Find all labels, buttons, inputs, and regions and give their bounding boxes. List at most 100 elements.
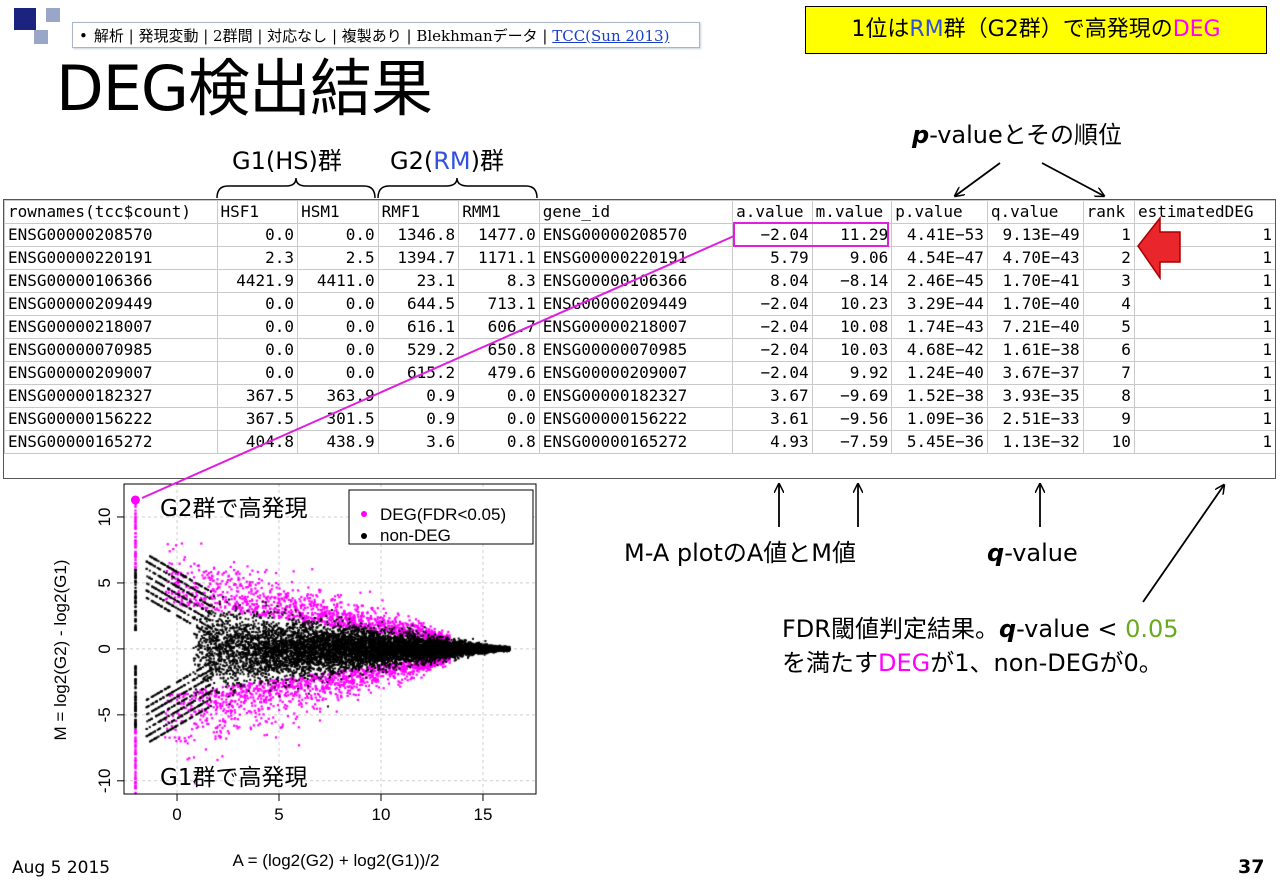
table-cell: 4.54E−47 <box>891 246 988 270</box>
y-tick-label: 0 <box>95 644 114 653</box>
plot-axes: 0 5 10 15 -10 -5 0 5 10 <box>95 508 492 824</box>
table-cell: 1 <box>1133 361 1277 385</box>
table-cell: 367.5 <box>216 407 299 431</box>
table-row: ENSG00000220191 2.3 2.5 1394.7 1171.1 ENSG000… <box>4 246 1277 270</box>
table-cell: 1 <box>1082 223 1135 247</box>
callout-text: 群（G2群）で高発現の <box>943 17 1173 42</box>
table-body: ENSG00000208570 0.0 0.0 1346.8 1477.0 ENSG000… <box>4 223 1277 454</box>
table-cell: 1346.8 <box>377 223 460 247</box>
fdr-threshold: 0.05 <box>1125 615 1179 643</box>
ma-value-label: M-A plotのA値とM値 <box>624 539 857 567</box>
table-cell: 3.61 <box>732 407 813 431</box>
x-axis-label: A = (log2(G2) + log2(G1))/2 <box>233 851 440 870</box>
table-cell: 0.0 <box>216 315 299 339</box>
breadcrumb: • 解析 | 発現変動 | 2群間 | 対応なし | 複製あり | Blekhma… <box>72 22 700 48</box>
legend-box <box>348 489 534 545</box>
ma-plot: 0 5 10 15 -10 -5 0 5 10 DEG(FDR<0.05) non-DEG G2… <box>0 478 560 886</box>
table-cell: 0.0 <box>297 315 379 339</box>
table-cell: ENSG00000165272 <box>538 430 734 454</box>
table-cell: ENSG00000106366 <box>4 269 218 293</box>
table-header-row: rownames(tcc$count) HSF1 HSM1 RMF1 RMM1 gene_… <box>4 200 1277 224</box>
table-cell: 11.29 <box>811 223 893 247</box>
plot-points <box>0 478 560 886</box>
deg-table: rownames(tcc$count) HSF1 HSM1 RMF1 RMM1 gene_… <box>4 200 1277 454</box>
legend-deg-marker <box>361 511 367 517</box>
annotation-g1-high: G1群で高発現 <box>160 765 307 791</box>
table-cell: 4.93 <box>732 430 813 454</box>
table-cell: ENSG00000209007 <box>4 361 218 385</box>
table-cell: 0.9 <box>377 384 460 408</box>
footer-date: Aug 5 2015 <box>12 858 111 878</box>
g1-label: G1(HS)群 <box>232 147 342 175</box>
fdr-q: q <box>998 615 1017 643</box>
table-cell: 616.1 <box>377 315 460 339</box>
table-cell: 2.51E−33 <box>986 407 1084 431</box>
table-cell: ENSG00000156222 <box>538 407 734 431</box>
table-cell: 1 <box>1133 430 1277 454</box>
table-cell: 3.29E−44 <box>891 292 988 316</box>
legend-nondeg-marker <box>361 533 367 539</box>
breadcrumb-link[interactable]: TCC(Sun 2013) <box>552 27 670 45</box>
pvalue-arrow <box>955 162 1001 196</box>
fdr-text: を満たす <box>782 649 878 677</box>
fdr-deg: DEG <box>878 649 931 677</box>
table-cell: ENSG00000165272 <box>4 430 218 454</box>
breadcrumb-bullet: • <box>79 27 88 45</box>
qvalue-q: q <box>987 539 1005 567</box>
table-cell: −9.56 <box>811 407 893 431</box>
scatter-points <box>0 478 560 886</box>
table-cell: ENSG00000220191 <box>4 246 218 270</box>
highlight-point <box>130 495 140 505</box>
table-cell: 7 <box>1082 361 1135 385</box>
fdr-line-1: FDR閾値判定結果。q-value < 0.05 <box>782 614 1179 644</box>
y-tick-label: -5 <box>95 707 114 722</box>
table-cell: 10.23 <box>811 292 893 316</box>
column-header: HSF1 <box>216 200 299 224</box>
y-axis-label: M = log2(G2) - log2(G1) <box>51 560 70 741</box>
g2-label: G2(RM)群 <box>390 146 504 176</box>
g2-label-post: )群 <box>470 147 504 175</box>
g2-label-pre: G2( <box>390 147 434 175</box>
callout-text: 1位は <box>851 17 910 42</box>
table-cell: ENSG00000209007 <box>538 361 734 385</box>
table-cell: 3.93E−35 <box>986 384 1084 408</box>
table-cell: 0.0 <box>458 384 540 408</box>
table-cell: 1 <box>1133 315 1277 339</box>
table-cell: −2.04 <box>732 338 813 362</box>
slide-title: DEG検出結果 <box>56 52 433 125</box>
table-cell: 650.8 <box>458 338 540 362</box>
table-row: ENSG00000209007 0.0 0.0 615.2 479.6 ENSG00000… <box>4 361 1277 385</box>
table-row: ENSG00000209449 0.0 0.0 644.5 713.1 ENSG00000… <box>4 292 1277 316</box>
table-cell: 615.2 <box>377 361 460 385</box>
top-callout: 1位はRM群（G2群）で高発現のDEG <box>805 6 1267 54</box>
table-cell: ENSG00000220191 <box>538 246 734 270</box>
table-cell: 5.45E−36 <box>891 430 988 454</box>
table-cell: 23.1 <box>377 269 460 293</box>
table-cell: 0.0 <box>297 223 379 247</box>
corner-square-light <box>46 8 60 22</box>
table-cell: 1.13E−32 <box>986 430 1084 454</box>
fdr-text: FDR閾値判定結果。 <box>782 615 999 643</box>
table-cell: −2.04 <box>732 292 813 316</box>
table-cell: ENSG00000070985 <box>538 338 734 362</box>
table-cell: ENSG00000218007 <box>538 315 734 339</box>
pvalue-p: p <box>912 121 930 149</box>
page-number: 37 <box>1238 856 1265 878</box>
table-cell: −7.59 <box>811 430 893 454</box>
estimated-deg-arrow <box>1142 485 1224 603</box>
table-cell: ENSG00000106366 <box>538 269 734 293</box>
column-header: rank <box>1082 200 1135 224</box>
table-cell: 0.0 <box>458 407 540 431</box>
table-cell: ENSG00000209449 <box>538 292 734 316</box>
x-tick-label: 15 <box>474 805 493 824</box>
table-cell: ENSG00000208570 <box>538 223 734 247</box>
table-cell: 1.74E−43 <box>891 315 988 339</box>
pvalue-label: p-valueとその順位 <box>912 120 1122 150</box>
table-cell: 5.79 <box>732 246 813 270</box>
table-cell: 1.09E−36 <box>891 407 988 431</box>
table-cell: 0.0 <box>216 361 299 385</box>
column-header: rownames(tcc$count) <box>4 200 218 224</box>
table-cell: 438.9 <box>297 430 379 454</box>
qvalue-label: q-value <box>987 538 1078 568</box>
